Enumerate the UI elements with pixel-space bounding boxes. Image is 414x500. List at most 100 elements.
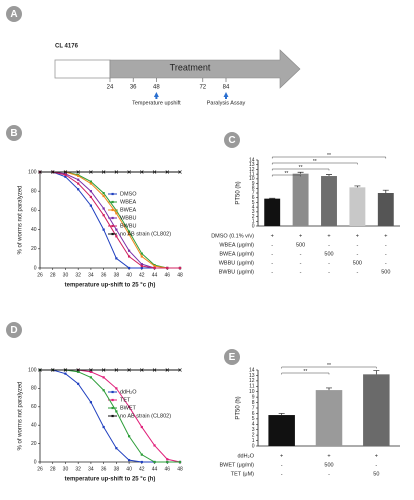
x-tick-label: 38 xyxy=(114,466,120,472)
legend-label: DMSO xyxy=(120,191,137,197)
y-tick-label: 100 xyxy=(28,169,37,175)
y-tick-label: 8 xyxy=(252,186,255,192)
marker xyxy=(166,460,169,464)
timeline-tick-label: 24 xyxy=(107,85,114,91)
marker xyxy=(89,376,93,379)
marker xyxy=(38,170,42,174)
table-cell: 500 xyxy=(296,242,305,248)
legend-marker xyxy=(111,216,114,220)
panel-letter: A xyxy=(10,9,17,20)
table-cell: - xyxy=(281,462,283,468)
y-tick-label: 14 xyxy=(249,157,255,163)
x-tick-label: 30 xyxy=(63,466,69,472)
marker xyxy=(127,435,131,438)
x-tick-label: 34 xyxy=(88,466,94,472)
table-cell: - xyxy=(328,242,330,248)
table-row-label: ddH₂O xyxy=(237,453,254,459)
table-cell: + xyxy=(384,233,387,239)
marker xyxy=(89,182,93,185)
marker xyxy=(102,194,105,198)
table-cell: + xyxy=(280,453,283,459)
marker xyxy=(114,170,119,174)
legend-marker xyxy=(111,232,114,236)
table-cell: + xyxy=(375,453,378,459)
legend-label: WBBU xyxy=(120,215,137,221)
table-cell: 50 xyxy=(373,471,379,477)
error-bar xyxy=(278,413,285,416)
panel-badge xyxy=(6,125,22,141)
legend-marker xyxy=(111,406,114,410)
marker xyxy=(63,170,68,174)
treatment-label: Treatment xyxy=(170,62,211,72)
panel-badge xyxy=(6,322,22,338)
y-tick-label: 40 xyxy=(31,227,37,233)
marker xyxy=(178,460,182,464)
y-tick-label: 1 xyxy=(252,438,255,444)
marker xyxy=(115,235,118,238)
marker xyxy=(115,228,118,231)
marker xyxy=(64,175,67,178)
marker xyxy=(178,368,182,372)
x-tick-label: 40 xyxy=(126,272,132,278)
event-arrow xyxy=(153,92,159,99)
x-axis-label: temperature up-shift to 25 °c (h) xyxy=(65,477,156,483)
marker xyxy=(153,266,156,270)
y-tick-label: 12 xyxy=(249,167,255,173)
x-tick-label: 46 xyxy=(164,272,170,278)
panel-letter: C xyxy=(228,135,235,146)
x-tick-label: 44 xyxy=(152,466,158,472)
x-tick-label: 26 xyxy=(37,466,43,472)
marker xyxy=(77,188,80,191)
legend-label: no AB strain (CL802) xyxy=(120,413,171,419)
x-axis-label: temperature up-shift to 25 °c (h) xyxy=(65,283,156,289)
x-tick-label: 48 xyxy=(177,466,183,472)
marker xyxy=(127,266,131,270)
table-cell: - xyxy=(385,251,387,257)
marker xyxy=(89,370,93,373)
marker xyxy=(76,368,80,372)
y-tick-label: 14 xyxy=(249,367,255,373)
table-cell: - xyxy=(356,242,358,248)
legend-marker xyxy=(111,224,114,228)
y-tick-label: 40 xyxy=(31,423,37,429)
table-cell: - xyxy=(271,269,273,275)
y-tick-label: 10 xyxy=(249,176,255,182)
treatment-arrow xyxy=(109,49,301,89)
marker xyxy=(165,368,170,372)
strain-label: CL 4176 xyxy=(55,44,79,50)
legend-marker xyxy=(111,208,114,212)
significance-label: ** xyxy=(327,153,331,159)
y-tick-label: 100 xyxy=(28,367,37,373)
table-cell: - xyxy=(281,471,283,477)
table-row-label: DMSO (0.1% v/v) xyxy=(211,233,254,239)
legend-label: BWEA xyxy=(120,207,137,213)
marker xyxy=(89,170,93,174)
marker xyxy=(101,368,106,372)
marker xyxy=(127,249,131,252)
marker xyxy=(89,368,93,372)
y-tick-label: 3 xyxy=(252,427,255,433)
table-cell: - xyxy=(385,242,387,248)
marker xyxy=(140,170,144,174)
marker xyxy=(76,170,80,174)
legend-label: TET xyxy=(120,397,131,403)
marker xyxy=(127,405,131,408)
bar xyxy=(377,193,394,226)
y-tick-label: 9 xyxy=(252,394,255,400)
marker xyxy=(115,257,118,260)
y-tick-label: 12 xyxy=(249,378,255,384)
marker xyxy=(64,372,67,375)
marker xyxy=(140,425,143,429)
panel-badge xyxy=(6,6,22,22)
bar xyxy=(363,374,390,446)
x-tick-label: 36 xyxy=(101,466,107,472)
x-tick-label: 46 xyxy=(164,466,170,472)
significance-label: ** xyxy=(284,171,288,177)
marker xyxy=(127,230,131,233)
significance-label: ** xyxy=(303,369,307,375)
x-tick-label: 30 xyxy=(63,272,69,278)
y-tick-label: 0 xyxy=(34,265,37,271)
series-line xyxy=(40,171,180,269)
y-tick-label: 0 xyxy=(34,459,37,465)
